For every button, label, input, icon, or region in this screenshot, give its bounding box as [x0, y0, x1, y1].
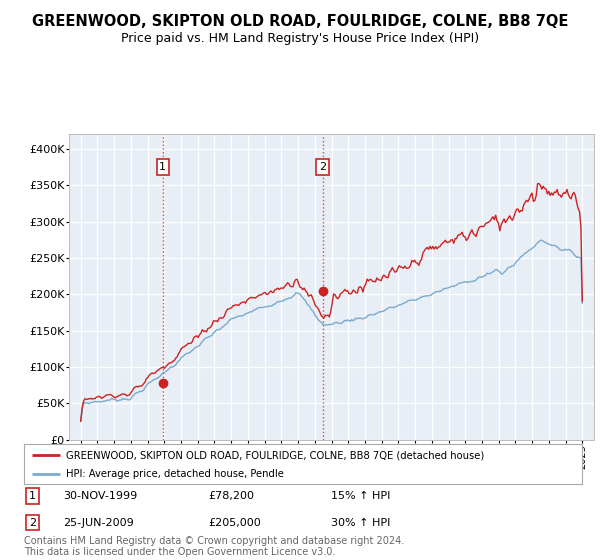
Text: Contains HM Land Registry data © Crown copyright and database right 2024.
This d: Contains HM Land Registry data © Crown c… — [24, 535, 404, 557]
Text: GREENWOOD, SKIPTON OLD ROAD, FOULRIDGE, COLNE, BB8 7QE: GREENWOOD, SKIPTON OLD ROAD, FOULRIDGE, … — [32, 14, 568, 29]
Text: Price paid vs. HM Land Registry's House Price Index (HPI): Price paid vs. HM Land Registry's House … — [121, 32, 479, 45]
Text: £78,200: £78,200 — [208, 491, 254, 501]
Text: £205,000: £205,000 — [208, 517, 261, 528]
Text: 2: 2 — [319, 162, 326, 172]
Text: 2: 2 — [29, 517, 36, 528]
Text: GREENWOOD, SKIPTON OLD ROAD, FOULRIDGE, COLNE, BB8 7QE (detached house): GREENWOOD, SKIPTON OLD ROAD, FOULRIDGE, … — [66, 450, 484, 460]
Text: 1: 1 — [159, 162, 166, 172]
Text: 30% ↑ HPI: 30% ↑ HPI — [331, 517, 390, 528]
Text: 15% ↑ HPI: 15% ↑ HPI — [331, 491, 390, 501]
Text: 1: 1 — [29, 491, 36, 501]
Text: 30-NOV-1999: 30-NOV-1999 — [63, 491, 137, 501]
Text: 25-JUN-2009: 25-JUN-2009 — [63, 517, 134, 528]
Text: HPI: Average price, detached house, Pendle: HPI: Average price, detached house, Pend… — [66, 469, 284, 479]
